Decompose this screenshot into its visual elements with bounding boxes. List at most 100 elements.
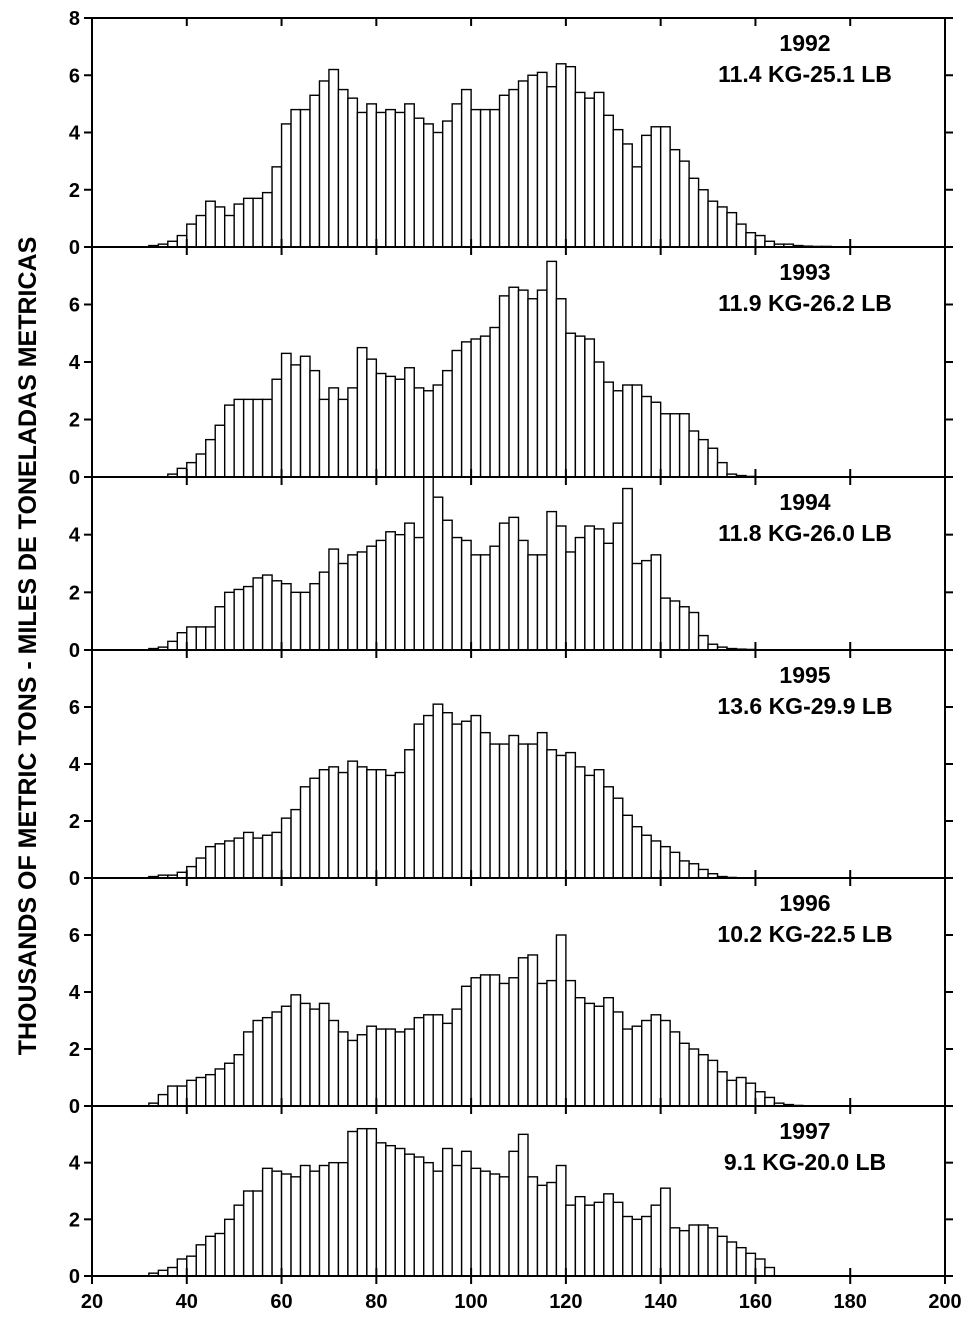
bar	[574, 91, 586, 248]
bar	[404, 749, 415, 879]
bar	[489, 326, 501, 478]
bar	[404, 367, 415, 478]
bar	[650, 554, 662, 651]
bar	[261, 574, 273, 651]
bar	[214, 424, 226, 478]
bar	[697, 634, 709, 651]
bar	[593, 769, 605, 879]
bar	[574, 1195, 586, 1277]
bar	[195, 626, 207, 651]
bar	[574, 766, 586, 879]
x-tick-label: 40	[176, 1291, 198, 1313]
bar	[451, 536, 463, 651]
bar	[271, 1170, 283, 1277]
bar	[366, 358, 378, 478]
bar	[470, 338, 482, 478]
bar	[631, 826, 643, 879]
x-tick-label: 20	[81, 1291, 103, 1313]
bar	[252, 577, 264, 651]
bar	[622, 1215, 633, 1277]
bar	[404, 103, 415, 248]
bar	[233, 588, 245, 651]
bar	[536, 71, 548, 248]
bar	[479, 335, 491, 478]
bar	[622, 384, 633, 478]
bar	[280, 582, 292, 651]
panel-frame	[91, 1105, 946, 1277]
y-tick-label: 4	[69, 123, 81, 145]
bar	[603, 381, 614, 478]
bar	[489, 974, 501, 1107]
bar	[309, 1008, 321, 1107]
panel-year-label: 1993	[779, 259, 830, 285]
bar	[366, 103, 378, 248]
bar	[470, 108, 482, 248]
bar	[242, 197, 254, 248]
bar	[555, 934, 567, 1107]
bar	[356, 1127, 368, 1277]
bar	[309, 777, 321, 879]
bar	[356, 1034, 368, 1107]
bar	[394, 111, 406, 248]
bar	[460, 539, 472, 651]
bar	[309, 1170, 321, 1277]
bar	[716, 206, 728, 248]
y-tick-label: 4	[69, 982, 81, 1004]
bar	[631, 562, 643, 651]
bar	[271, 378, 283, 478]
y-tick-label: 4	[69, 352, 81, 374]
bar	[716, 1071, 728, 1107]
bar	[508, 88, 520, 248]
bar	[299, 355, 311, 478]
y-tick-label: 4	[69, 525, 81, 547]
bar	[726, 211, 738, 248]
bar	[460, 88, 472, 248]
bar	[603, 1193, 614, 1277]
bar	[593, 1201, 605, 1277]
y-tick-label: 0	[69, 868, 80, 890]
bar	[328, 1161, 340, 1277]
bar	[186, 461, 197, 478]
bar	[280, 1173, 292, 1277]
y-tick-label: 0	[69, 640, 80, 662]
bar	[669, 148, 681, 248]
bar	[271, 580, 283, 651]
bar	[242, 585, 254, 651]
bar	[356, 766, 368, 879]
bar	[641, 1215, 652, 1277]
bar	[309, 94, 321, 248]
bar	[337, 398, 349, 478]
bar	[508, 1150, 520, 1277]
panel-weight-label: 11.4 KG-25.1 LB	[718, 61, 892, 87]
bar	[290, 108, 302, 248]
bar	[707, 447, 719, 478]
bar	[688, 611, 700, 651]
bar	[716, 1235, 728, 1277]
bar	[328, 766, 340, 879]
bar	[688, 1224, 700, 1277]
bar	[555, 525, 567, 651]
bar	[186, 865, 197, 879]
bar	[394, 771, 406, 879]
bar	[318, 80, 330, 248]
panel-weight-label: 11.8 KG-26.0 LB	[718, 520, 892, 546]
bar	[631, 1025, 643, 1107]
panel-year-label: 1992	[779, 30, 830, 56]
bar	[536, 554, 548, 651]
panel-weight-label: 10.2 KG-22.5 LB	[717, 921, 892, 947]
bar	[309, 582, 321, 651]
bar	[508, 734, 520, 879]
bar	[347, 554, 359, 651]
y-tick-label: 6	[69, 65, 80, 87]
bar	[167, 640, 178, 651]
bar	[385, 1028, 396, 1107]
bar	[678, 413, 690, 478]
bar	[186, 223, 197, 248]
bar	[242, 831, 254, 879]
bar	[716, 461, 728, 478]
bar	[745, 1252, 757, 1277]
bar	[205, 626, 216, 651]
bar	[252, 1019, 264, 1107]
bar	[650, 126, 662, 248]
